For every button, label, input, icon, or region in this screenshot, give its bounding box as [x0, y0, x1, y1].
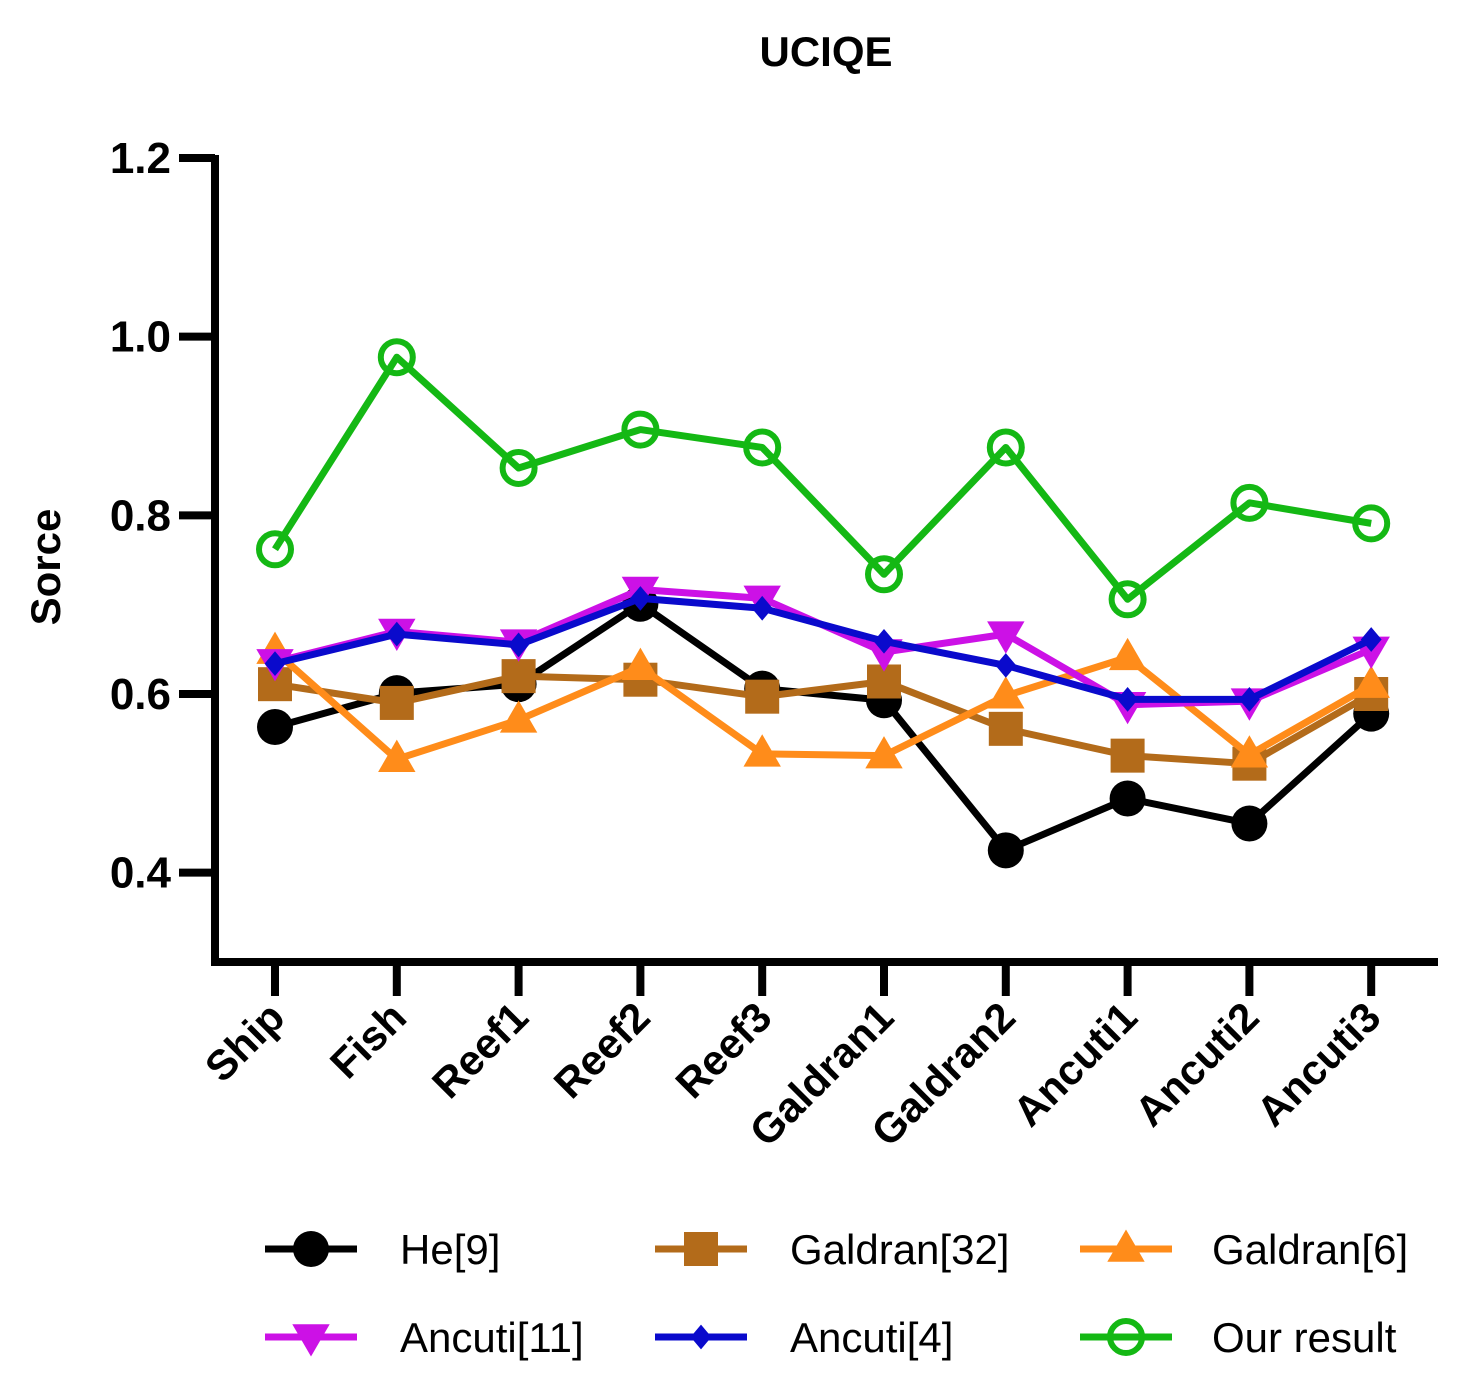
legend-item: He[9] [265, 1226, 500, 1273]
data-point-marker [621, 647, 660, 680]
data-point-marker [690, 1324, 712, 1350]
x-tick-label: Ancuti3 [1247, 993, 1389, 1135]
legend-item: Ancuti[4] [655, 1314, 953, 1361]
data-point-marker [1107, 1229, 1145, 1262]
data-point-marker [987, 832, 1024, 869]
data-point-marker [1360, 627, 1382, 652]
chart-title: UCIQE [759, 28, 892, 75]
data-point-marker [1230, 483, 1269, 522]
x-tick-label: Fish [321, 993, 415, 1087]
data-point-marker [499, 448, 538, 487]
legend-label: Galdran[32] [790, 1226, 1009, 1273]
data-point-marker [293, 1231, 329, 1267]
data-point-marker [1110, 738, 1145, 773]
x-tick-label: Reef1 [423, 993, 537, 1107]
legend: He[9] Galdran[32] Galdran[6] Ancuti[11] Ancu… [265, 1226, 1408, 1361]
data-point-marker [745, 679, 780, 714]
data-point-marker [1108, 580, 1147, 619]
series-our-result [256, 338, 1391, 619]
y-tick-label: 1.2 [110, 134, 171, 183]
x-tick-label: Ship [196, 993, 294, 1091]
legend-label: He[9] [400, 1226, 500, 1273]
x-tick-label: Reef3 [666, 993, 780, 1107]
data-point-marker [865, 639, 903, 672]
data-point-marker [379, 685, 414, 720]
y-tick-label: 1.0 [110, 313, 171, 362]
data-point-marker [986, 428, 1025, 467]
data-point-marker [1230, 735, 1269, 768]
legend-label: Our result [1212, 1314, 1397, 1361]
data-point-marker [865, 555, 903, 594]
data-point-marker [743, 428, 782, 467]
data-point-marker [1109, 780, 1146, 817]
data-point-marker [873, 628, 895, 654]
data-point-marker [988, 711, 1023, 746]
data-point-marker [630, 586, 651, 611]
data-point-marker [1117, 687, 1138, 712]
legend-item: Ancuti[11] [265, 1314, 584, 1361]
data-point-marker [743, 734, 781, 767]
data-point-marker [995, 653, 1017, 678]
data-point-marker [501, 659, 536, 694]
x-tick-label: Ancuti2 [1126, 993, 1268, 1135]
series-line [272, 353, 1372, 603]
legend-label: Ancuti[11] [400, 1314, 584, 1361]
x-tick-label: Ancuti1 [1004, 993, 1146, 1135]
series-line [274, 594, 1373, 703]
legend-label: Ancuti[4] [790, 1314, 953, 1361]
data-point-marker [257, 709, 293, 746]
data-point-marker [256, 530, 294, 569]
data-point-marker [1108, 637, 1147, 671]
data-point-marker [1239, 687, 1260, 712]
data-point-marker [865, 736, 903, 769]
x-tick-label: Reef2 [545, 993, 659, 1107]
data-point-marker [987, 676, 1025, 709]
data-point-marker [386, 621, 408, 647]
series-layer [256, 338, 1391, 869]
data-point-marker [751, 595, 773, 621]
series-galdran-32 [258, 659, 1389, 781]
series-line [274, 672, 1373, 768]
series-ancuti-4 [264, 586, 1382, 712]
legend-item: Our result [1080, 1314, 1397, 1361]
y-tick-label: 0.8 [110, 491, 171, 540]
y-tick-label: 0.4 [110, 849, 172, 898]
data-point-marker [1352, 665, 1390, 698]
data-point-marker [987, 621, 1025, 654]
data-point-marker [684, 1232, 718, 1266]
legend-item: Galdran[6] [1080, 1226, 1408, 1273]
data-point-marker [377, 338, 416, 377]
data-point-marker [378, 739, 416, 772]
data-point-marker [499, 700, 538, 733]
data-point-marker [621, 410, 660, 449]
data-point-marker [508, 632, 529, 658]
data-point-marker [1231, 805, 1268, 842]
data-point-marker [1107, 1318, 1145, 1356]
legend-label: Galdran[6] [1212, 1226, 1408, 1273]
data-point-marker [264, 651, 286, 676]
legend-item: Galdran[32] [655, 1226, 1009, 1273]
y-axis-label: Sorce [22, 509, 69, 626]
y-tick-label: 0.6 [110, 670, 171, 719]
data-point-marker [292, 1324, 330, 1357]
data-point-marker [1352, 504, 1391, 543]
